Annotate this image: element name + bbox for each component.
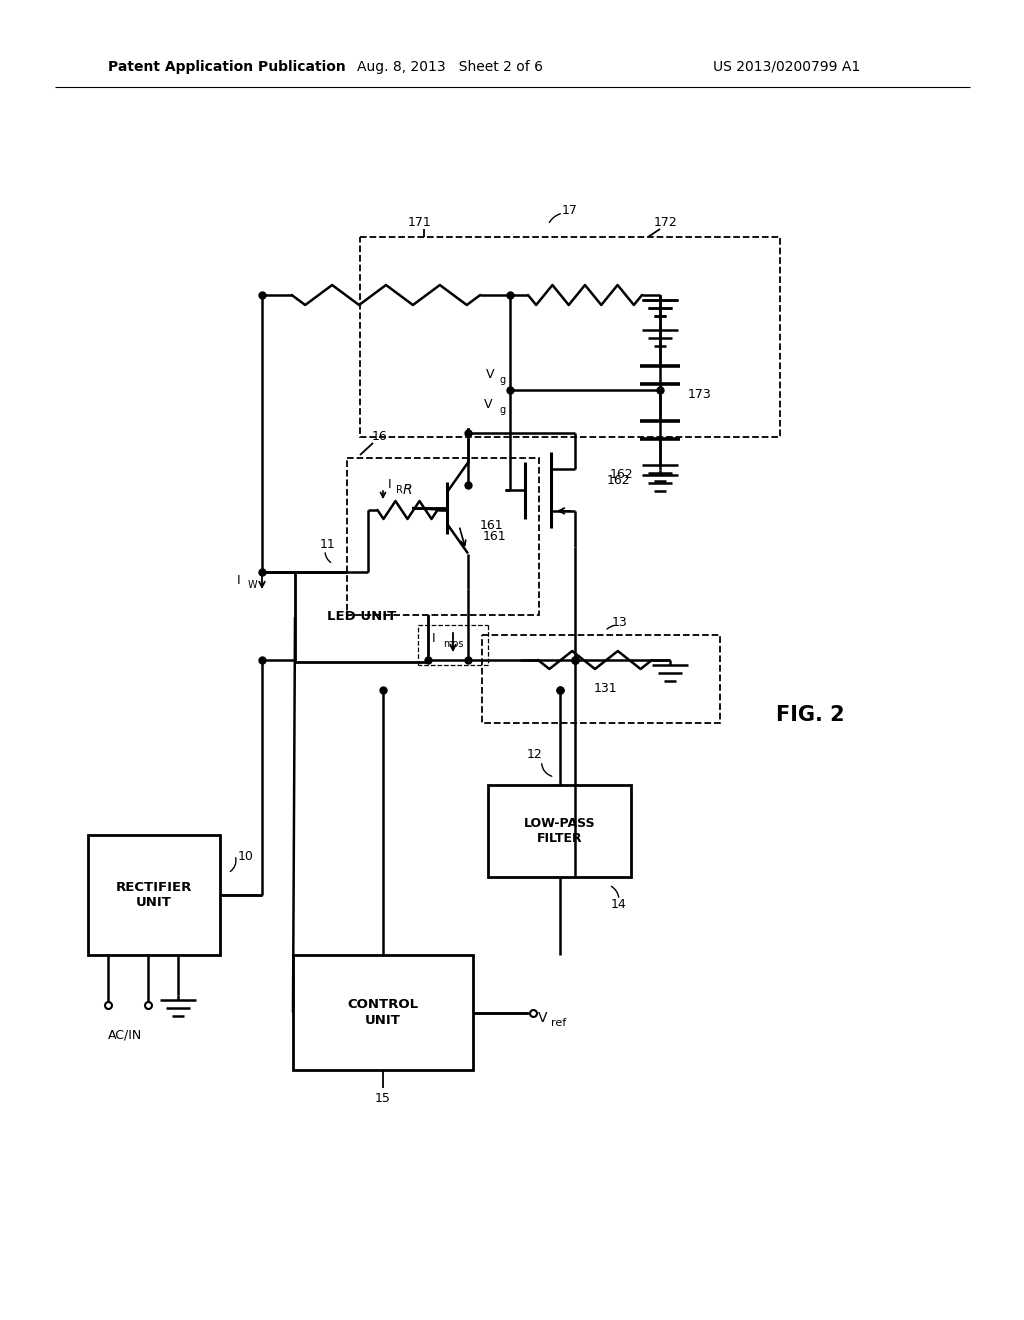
Text: LED UNIT: LED UNIT: [327, 610, 396, 623]
Text: 162: 162: [607, 474, 631, 487]
Text: V: V: [538, 1011, 548, 1024]
Bar: [347, 458, 539, 615]
Text: g: g: [500, 375, 506, 385]
Text: RECTIFIER
UNIT: RECTIFIER UNIT: [116, 880, 193, 909]
Text: 161: 161: [483, 529, 507, 543]
Text: 13: 13: [612, 615, 628, 628]
Text: CONTROL
UNIT: CONTROL UNIT: [347, 998, 419, 1027]
Text: 161: 161: [480, 519, 504, 532]
Text: W: W: [248, 579, 258, 590]
Text: R: R: [402, 483, 413, 498]
Text: Patent Application Publication: Patent Application Publication: [108, 59, 346, 74]
Text: US 2013/0200799 A1: US 2013/0200799 A1: [713, 59, 860, 74]
Text: 11: 11: [319, 537, 336, 550]
Text: 173: 173: [688, 388, 712, 401]
Text: AC/IN: AC/IN: [108, 1028, 142, 1041]
Text: mos: mos: [443, 639, 464, 649]
Text: I: I: [388, 479, 391, 491]
Text: 10: 10: [238, 850, 254, 863]
Text: 162: 162: [610, 469, 634, 482]
Bar: [295, 572, 428, 663]
Bar: [293, 954, 473, 1071]
Text: 16: 16: [372, 430, 388, 444]
Text: 12: 12: [526, 748, 543, 762]
Text: 171: 171: [409, 215, 432, 228]
Text: I: I: [431, 631, 435, 644]
Text: LOW-PASS
FILTER: LOW-PASS FILTER: [523, 817, 595, 845]
Text: I: I: [237, 573, 240, 586]
Text: ref: ref: [551, 1018, 566, 1027]
Bar: [488, 785, 631, 876]
Bar: [88, 836, 220, 954]
Bar: [482, 635, 720, 723]
Text: 15: 15: [375, 1092, 391, 1105]
Text: V: V: [485, 368, 495, 381]
Text: 172: 172: [654, 215, 678, 228]
Bar: [360, 238, 780, 437]
Text: 14: 14: [610, 899, 626, 912]
Text: Aug. 8, 2013   Sheet 2 of 6: Aug. 8, 2013 Sheet 2 of 6: [357, 59, 543, 74]
Text: 17: 17: [562, 203, 578, 216]
Text: R: R: [396, 484, 402, 495]
Text: V: V: [483, 399, 492, 412]
Text: 131: 131: [593, 681, 616, 694]
Text: FIG. 2: FIG. 2: [776, 705, 845, 725]
Text: g: g: [500, 405, 506, 414]
